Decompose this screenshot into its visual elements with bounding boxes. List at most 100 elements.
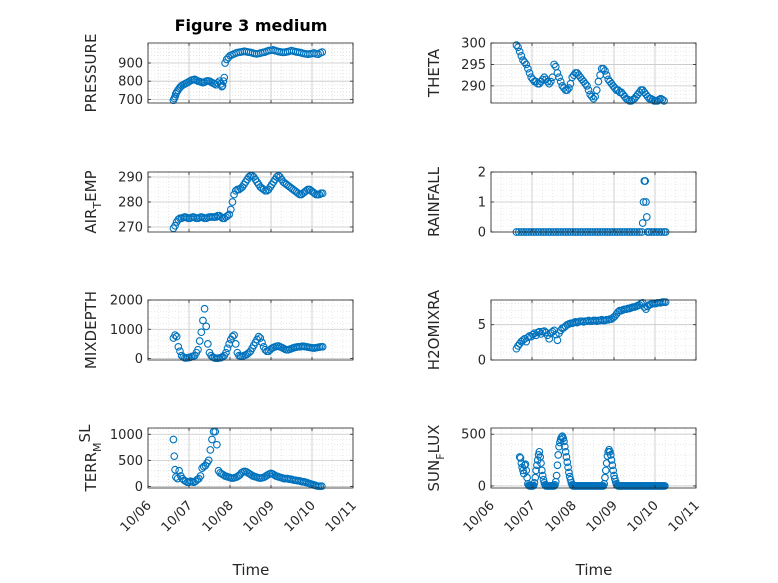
pressure-axes-box (147, 42, 354, 104)
theta-point (583, 82, 591, 90)
mixdepth-point (171, 331, 179, 339)
h2omixra-point (638, 298, 647, 307)
sun-flux-point (537, 466, 546, 475)
mixdepth-point (222, 348, 230, 357)
sun-flux-y-axis-label: SUNFLUX (425, 425, 447, 492)
sun-flux-point (562, 453, 571, 461)
theta-point (589, 94, 598, 103)
air-temp-point (174, 215, 183, 224)
terr-msl-axes-box (147, 427, 354, 489)
mixdepth-point (256, 334, 265, 342)
x-axis-label-right: Time (575, 561, 613, 579)
subplot-h2omixra: 0 5 H2OMIXRA (425, 289, 697, 370)
terr-msl-y-axis-label: TERRMSL (76, 424, 104, 493)
sun-flux-point (531, 473, 540, 482)
mixdepth-point (199, 316, 207, 325)
theta-point (581, 79, 590, 88)
terr-msl-point (175, 466, 184, 475)
theta-point (515, 47, 524, 56)
sun-flux-axes-box (490, 427, 697, 489)
theta-axes-box (490, 42, 697, 104)
sun-flux-point (561, 447, 570, 456)
theta-point (545, 79, 554, 88)
theta-point (512, 41, 521, 49)
figure-title: Figure 3 medium (175, 16, 328, 35)
pressure-point (220, 73, 229, 82)
mixdepth-point (230, 331, 238, 339)
sun-flux-point (610, 474, 619, 483)
rainfall-y-tick-label: 1 (478, 196, 486, 211)
theta-point (543, 77, 552, 86)
x-axis-label-left: Time (232, 561, 270, 579)
pressure-point (314, 50, 323, 59)
air-temp-y-axis-label: AIRTEMP (82, 170, 104, 233)
terr-msl-point (171, 465, 179, 474)
mixdepth-point (258, 338, 266, 347)
theta-point (660, 97, 668, 105)
theta-y-axis-label: THETA (425, 48, 443, 98)
air-temp-y-tick-label: 270 (118, 221, 143, 236)
theta-point (525, 69, 534, 77)
air-temp-point (223, 211, 232, 220)
sun-flux-point (550, 482, 558, 490)
sun-flux-point (557, 433, 566, 442)
theta-point (588, 92, 596, 101)
sun-flux-point (553, 461, 562, 470)
theta-point (563, 86, 572, 94)
h2omixra-point (545, 334, 554, 343)
mixdepth-point (197, 328, 206, 337)
mixdepth-point (200, 304, 209, 313)
terr-msl-point (169, 435, 178, 444)
h2omixra-point (528, 330, 537, 339)
terr-msl-point (204, 456, 213, 465)
theta-point (592, 86, 601, 94)
mixdepth-y-tick-label: 0 (135, 352, 143, 367)
sun-flux-point (565, 468, 573, 477)
theta-point (550, 60, 558, 69)
terr-msl-point (196, 472, 205, 480)
h2omixra-axes-box (490, 299, 697, 361)
rainfall-point (638, 219, 647, 227)
sun-flux-point (554, 451, 563, 459)
mixdepth-y-axis-label: MIXDEPTH (82, 291, 100, 369)
sun-flux-y-tick-label: 0 (478, 479, 486, 494)
rainfall-y-tick-label: 2 (478, 166, 486, 181)
subplot-mixdepth: 0 1000 2000 MIXDEPTH (82, 291, 354, 369)
mixdepth-point (254, 332, 263, 341)
theta-point (555, 73, 563, 82)
subplot-rainfall: 0 1 2 RAINFALL (425, 166, 697, 241)
air-temp-point (226, 205, 235, 214)
terr-msl-point (213, 440, 221, 449)
theta-point (524, 64, 532, 73)
theta-point (514, 43, 522, 52)
h2omixra-y-tick-label: 5 (478, 318, 486, 333)
sun-flux-point (560, 442, 569, 451)
sun-flux-point (559, 434, 568, 443)
rainfall-y-axis-label: RAINFALL (425, 166, 443, 237)
air-temp-y-tick-label: 290 (118, 171, 143, 186)
air-temp-point (228, 198, 237, 206)
sun-flux-point (538, 471, 547, 480)
mixdepth-series (169, 304, 327, 363)
sun-flux-point (560, 437, 568, 446)
theta-y-tick-label: 295 (461, 58, 486, 73)
air-temp-point (315, 190, 324, 199)
theta-point (565, 84, 573, 92)
theta-point (517, 52, 526, 60)
h2omixra-y-axis-label: H2OMIXRA (425, 289, 443, 370)
terr-msl-y-tick-label: 1000 (110, 428, 143, 443)
subplot-air-temp: 270 280 290 AIRTEMP (82, 170, 354, 236)
theta-point (556, 77, 565, 86)
mixdepth-y-tick-label: 2000 (110, 294, 143, 309)
mixdepth-point (202, 322, 211, 331)
rainfall-point (642, 198, 650, 206)
air-temp-point (318, 189, 327, 198)
mixdepth-point (194, 345, 202, 354)
air-temp-point (259, 185, 268, 194)
air-temp-series (169, 171, 327, 233)
mixdepth-point (228, 332, 237, 341)
mixdepth-point (195, 337, 204, 345)
mixdepth-point (204, 340, 212, 348)
mixdepth-point (318, 342, 327, 351)
